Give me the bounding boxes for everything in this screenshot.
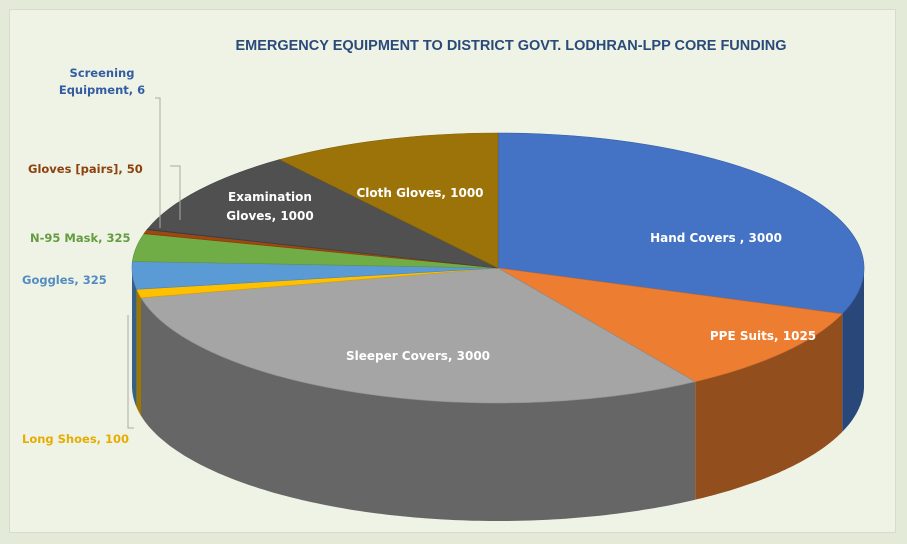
pie-side-goggles	[132, 268, 137, 408]
slice-labels: Hand Covers , 3000 PPE Suits, 1025 Sleeper…	[22, 66, 816, 446]
pie-side-sleeper-covers	[141, 297, 696, 521]
slice-label-goggles: Goggles, 325	[22, 273, 107, 287]
pie-sides	[132, 268, 864, 521]
leader-lines	[127, 97, 181, 429]
slice-label-gloves-pairs: Gloves [pairs], 50	[28, 162, 143, 176]
pie-slice-ppe-suits	[497, 267, 843, 383]
pie-slice-examination-gloves	[147, 159, 499, 269]
pie-top-faces	[131, 132, 865, 404]
slice-label-examination-gloves-line-2: Gloves, 1000	[226, 209, 313, 223]
slice-label-cloth-gloves: Cloth Gloves, 1000	[356, 186, 483, 200]
leader-line-3	[170, 165, 181, 220]
chart-title: EMERGENCY EQUIPMENT TO DISTRICT GOVT. LO…	[235, 38, 786, 54]
slice-label-hand-covers: Hand Covers , 3000	[650, 231, 782, 245]
slice-label-sleeper-covers: Sleeper Covers, 3000	[346, 349, 490, 363]
leader-line-1	[155, 97, 161, 228]
leader-line-2	[127, 315, 134, 429]
slice-label-screening-equipment-line-2: Equipment, 6	[59, 83, 145, 97]
pie-slice-hand-covers	[497, 132, 865, 315]
pie-side-hand-covers	[842, 269, 864, 432]
pie-slice-cloth-gloves	[278, 132, 499, 269]
pie-side-long-shoes	[136, 289, 141, 416]
slice-label-examination-gloves-line-1: Examination	[228, 190, 312, 204]
pie-slice-sleeper-covers	[140, 267, 697, 404]
slice-label-screening-equipment-line-1: Screening	[70, 66, 135, 80]
slice-label-ppe-suits: PPE Suits, 1025	[710, 329, 816, 343]
slice-label-n-95-mask: N-95 Mask, 325	[30, 231, 130, 245]
slice-label-long-shoes: Long Shoes, 100	[22, 432, 129, 446]
pie-side-ppe-suits	[695, 313, 843, 500]
